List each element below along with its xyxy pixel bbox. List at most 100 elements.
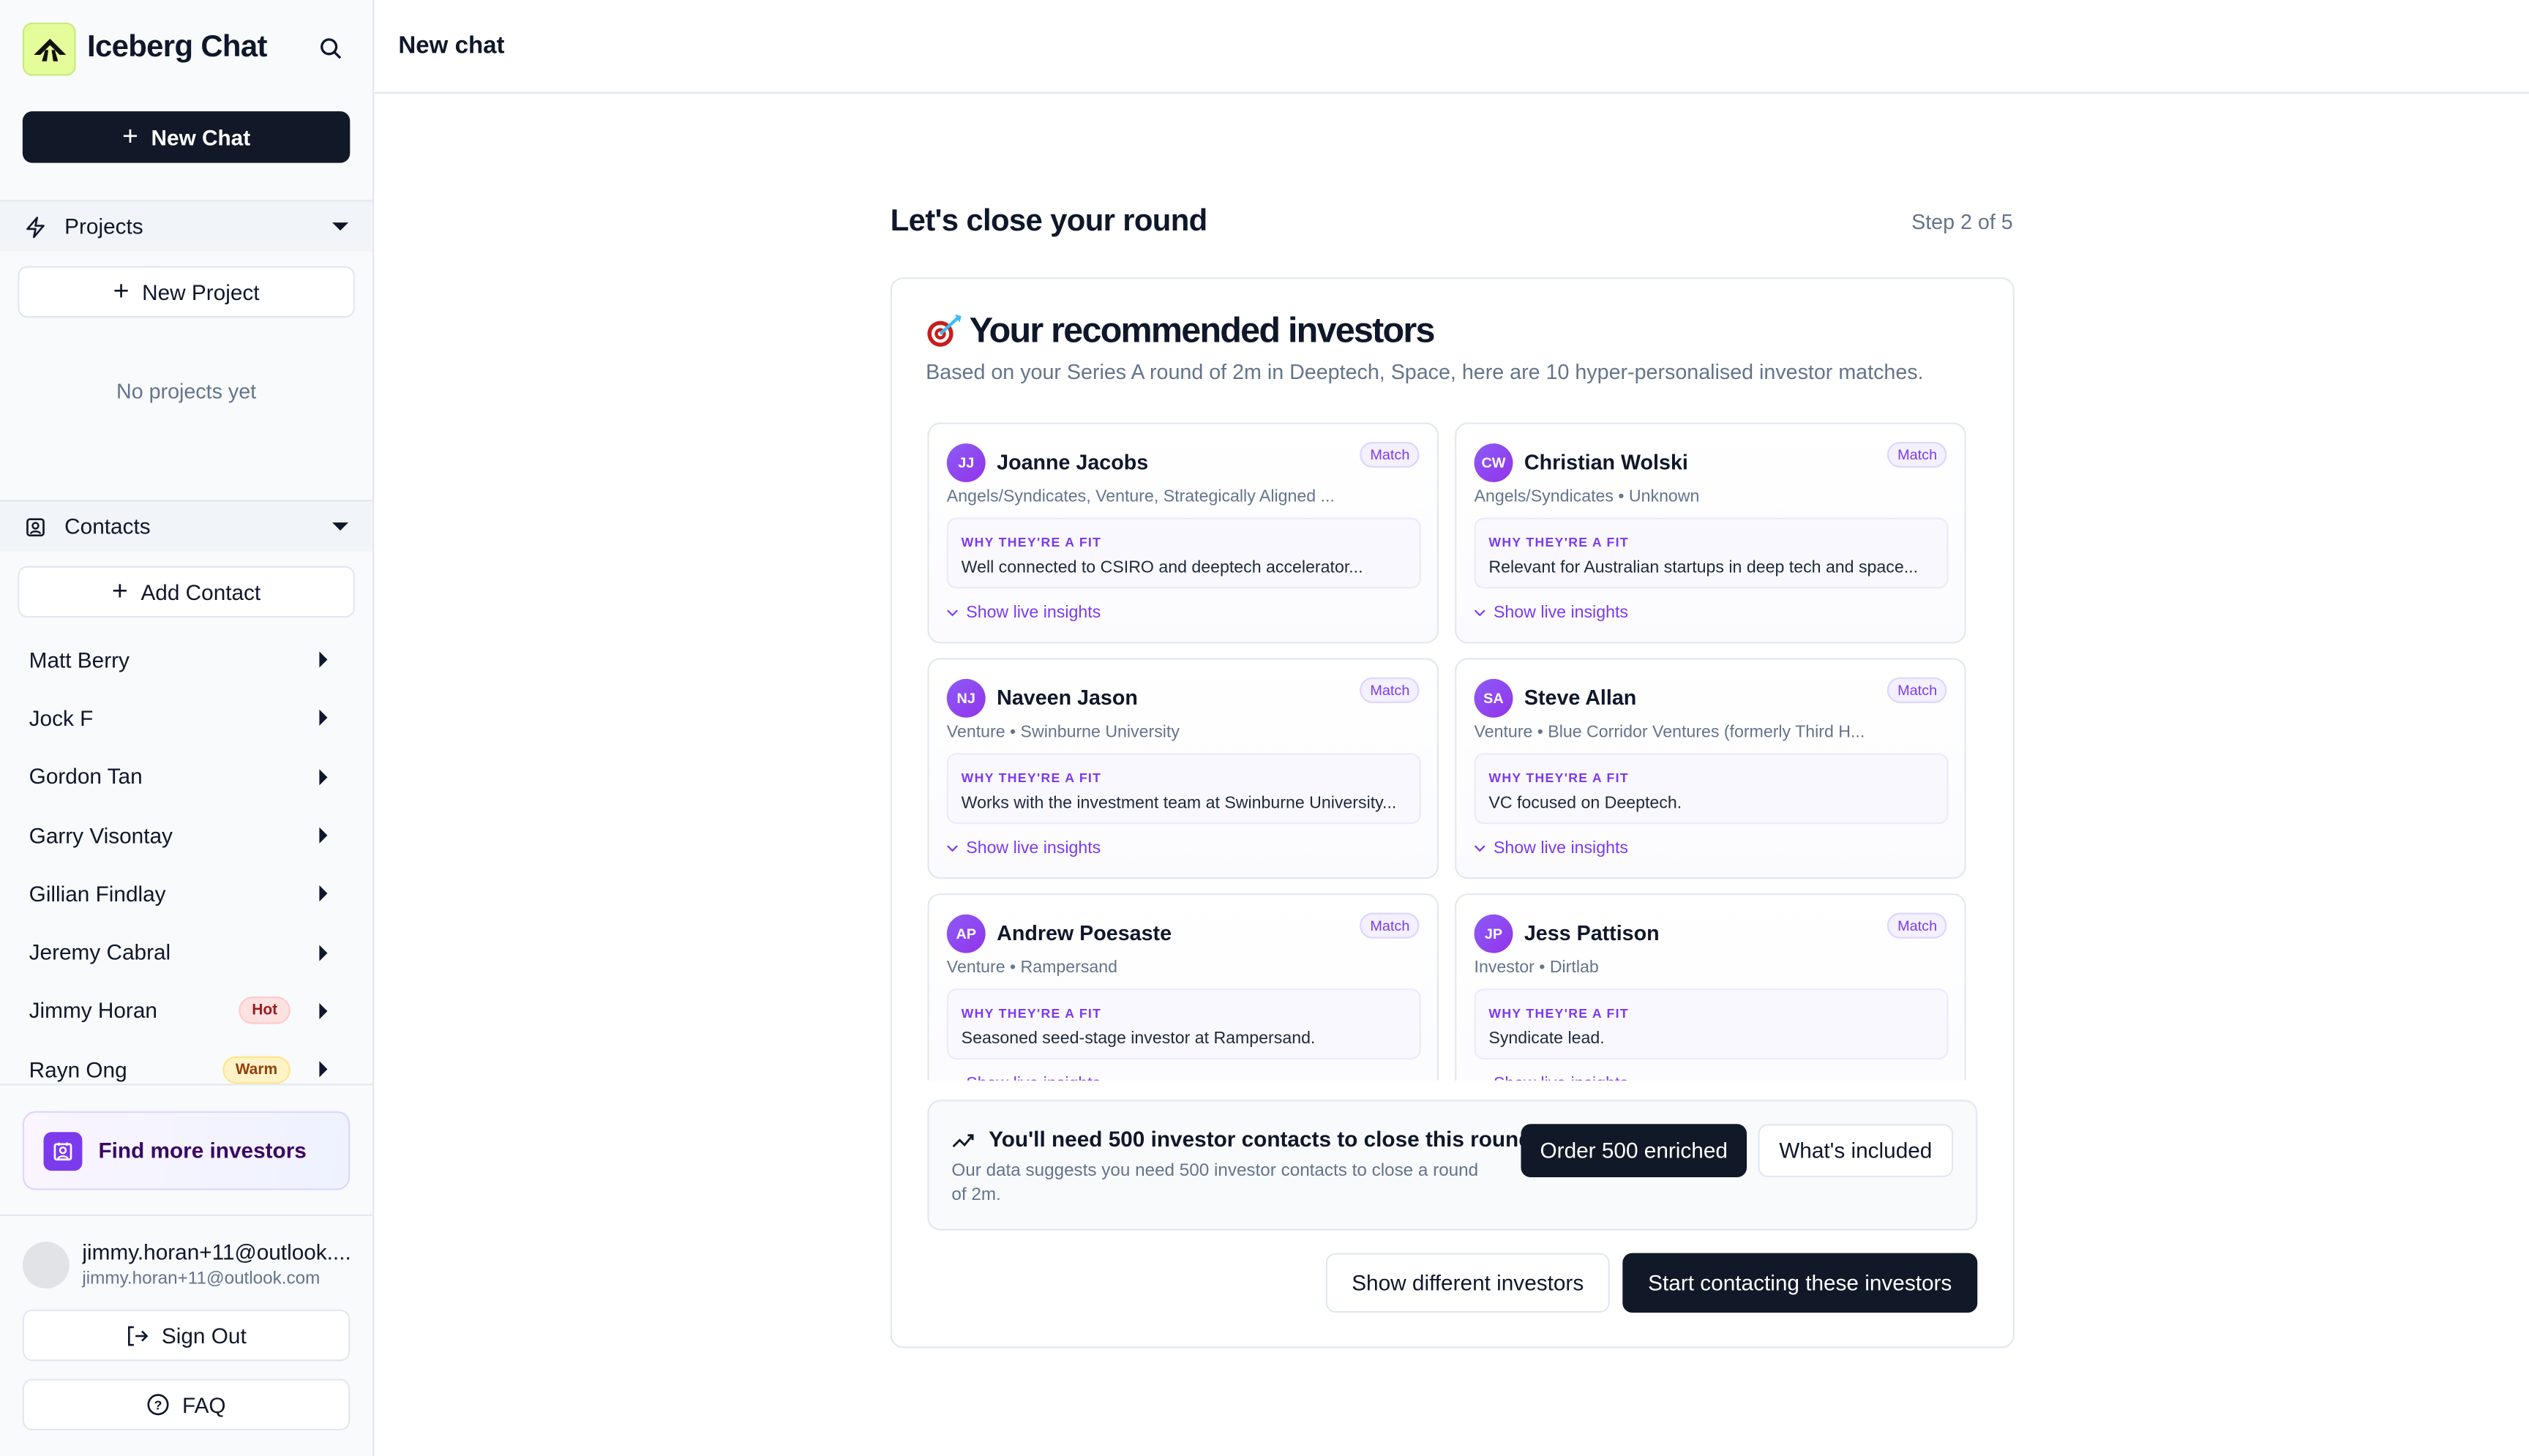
chevron-down-icon [947, 1079, 958, 1081]
contact-name: Gillian Findlay [29, 882, 166, 907]
user-avatar[interactable] [22, 1242, 70, 1289]
match-badge: Match [1887, 912, 1947, 939]
faq-button[interactable]: ? FAQ [22, 1378, 351, 1431]
contact-item[interactable]: Jock F [0, 689, 372, 748]
investor-name: Jess Pattison [1524, 920, 1660, 945]
match-badge: Match [1360, 441, 1420, 468]
chevron-down-icon [1474, 609, 1485, 616]
included-label: What's included [1779, 1138, 1933, 1163]
contact-item[interactable]: Jimmy Horan Hot [0, 982, 372, 1040]
contact-name: Gordon Tan [29, 765, 143, 789]
show-live-insights-link[interactable]: Show live insights [1475, 1074, 1628, 1081]
contacts-list[interactable]: Matt Berry Jock F Gordon Tan Garry Visontay… [0, 631, 373, 1086]
investor-name: Christian Wolski [1524, 449, 1688, 475]
fit-text: Seasoned seed-stage investor at Rampersa… [961, 1029, 1316, 1048]
fit-box: WHY THEY'RE A FIT VC focused on Deeptech. [1474, 753, 1949, 825]
chevron-right-icon[interactable] [319, 651, 328, 668]
contact-item[interactable]: Rayn Ong Warm [0, 1040, 372, 1084]
new-project-button[interactable]: + New Project [18, 266, 355, 318]
recommendations-panel [890, 277, 2015, 1348]
match-badge: Match [1887, 677, 1947, 703]
plus-icon: + [111, 575, 128, 607]
chat-title: New chat [398, 32, 505, 60]
fit-text: Relevant for Australian startups in deep… [1488, 558, 1919, 578]
fit-text: VC focused on Deeptech. [1488, 793, 1682, 813]
contact-item[interactable]: Garry Visontay [0, 806, 372, 865]
new-chat-button[interactable]: + New Chat [22, 111, 351, 163]
show-live-insights-link[interactable]: Show live insights [947, 1074, 1101, 1081]
chevron-right-icon[interactable] [319, 710, 328, 727]
contact-item[interactable]: Gillian Findlay [0, 865, 372, 923]
contact-item[interactable]: Jeremy Cabral [0, 923, 372, 982]
insights-label: Show live insights [1494, 1074, 1628, 1081]
investor-card[interactable]: NJ Naveen Jason Match Venture • Swinburn… [927, 658, 1439, 879]
show-live-insights-link[interactable]: Show live insights [947, 838, 1101, 858]
investor-grid[interactable]: JJ Joanne Jacobs Match Angels/Syndicates… [927, 422, 1966, 1081]
order-label: Order 500 enriched [1540, 1138, 1728, 1163]
fit-label: WHY THEY'RE A FIT [1488, 770, 1629, 786]
fit-box: WHY THEY'RE A FIT Seasoned seed-stage inv… [946, 988, 1421, 1060]
status-badge: Warm [222, 1056, 291, 1084]
investor-card[interactable]: SA Steve Allan Match Venture • Blue Corr… [1455, 658, 1966, 879]
iceberg-logo-icon [33, 37, 66, 61]
fit-box: WHY THEY'RE A FIT Relevant for Australian… [1474, 517, 1949, 589]
investor-name: Naveen Jason [997, 685, 1138, 710]
chevron-right-icon[interactable] [319, 1061, 328, 1078]
sign-out-button[interactable]: Sign Out [22, 1309, 351, 1362]
contact-item[interactable]: Gordon Tan [0, 748, 372, 806]
show-live-insights-link[interactable]: Show live insights [1474, 838, 1628, 858]
investor-avatar: NJ [946, 678, 986, 718]
match-badge: Match [1360, 677, 1420, 703]
investor-card[interactable]: AP Andrew Poesaste Match Venture • Rampe… [927, 893, 1439, 1081]
investor-card[interactable]: JP Jess Pattison Match Investor • Dirtla… [1455, 893, 1966, 1081]
fit-box: WHY THEY'RE A FIT Well connected to CSIRO… [946, 517, 1421, 589]
investor-card[interactable]: JJ Joanne Jacobs Match Angels/Syndicates… [927, 422, 1439, 644]
sign-out-label: Sign Out [161, 1323, 247, 1348]
chevron-right-icon[interactable] [319, 944, 328, 961]
recommendations-heading: Your recommended investors [926, 309, 1435, 351]
show-live-insights-link[interactable]: Show live insights [1474, 603, 1628, 623]
add-contact-button[interactable]: + Add Contact [18, 566, 355, 618]
page-title: Let's close your round [890, 204, 1208, 239]
chevron-right-icon[interactable] [319, 768, 328, 785]
projects-section-toggle[interactable]: Projects [0, 200, 373, 252]
show-different-investors-button[interactable]: Show different investors [1325, 1253, 1610, 1313]
contact-item[interactable]: Matt Berry [0, 631, 372, 689]
faq-label: FAQ [182, 1392, 226, 1417]
investor-card[interactable]: CW Christian Wolski Match Angels/Syndica… [1455, 422, 1966, 644]
find-more-investors-button[interactable]: Find more investors [22, 1111, 351, 1190]
whats-included-button[interactable]: What's included [1758, 1124, 1954, 1177]
contacts-section-toggle[interactable]: Contacts [0, 500, 373, 552]
chevron-down-icon [332, 522, 349, 531]
trending-up-icon [952, 1133, 974, 1147]
investor-avatar: SA [1474, 678, 1513, 718]
chevron-down-icon [947, 609, 958, 616]
fit-text: Syndicate lead. [1488, 1029, 1605, 1048]
divider [0, 1214, 373, 1216]
search-icon[interactable] [319, 37, 342, 68]
top-header: New chat [374, 0, 2529, 94]
sidebar: Iceberg Chat + New Chat Projects + New Pro… [0, 0, 375, 1456]
match-badge: Match [1887, 441, 1947, 468]
contact-book-icon [26, 517, 45, 536]
contact-name: Jeremy Cabral [29, 940, 171, 965]
match-badge: Match [1360, 912, 1420, 939]
investor-meta: Venture • Swinburne University [946, 722, 1180, 742]
step-indicator: Step 2 of 5 [1911, 209, 2013, 234]
chevron-right-icon[interactable] [319, 1002, 328, 1019]
investor-name: Joanne Jacobs [997, 449, 1149, 475]
chevron-right-icon[interactable] [319, 827, 328, 844]
chevron-right-icon[interactable] [319, 885, 328, 902]
fit-text: Well connected to CSIRO and deeptech acc… [961, 558, 1363, 578]
start-contacting-button[interactable]: Start contacting these investors [1622, 1253, 1978, 1313]
fit-box: WHY THEY'RE A FIT Syndicate lead. [1474, 988, 1949, 1060]
user-name: jimmy.horan+11@outlook.... [82, 1239, 351, 1265]
contacts-label: Contacts [64, 514, 151, 539]
show-different-label: Show different investors [1352, 1270, 1584, 1295]
app-logo[interactable] [22, 22, 76, 76]
investor-meta: Venture • Blue Corridor Ventures (former… [1474, 722, 1865, 742]
show-live-insights-link[interactable]: Show live insights [947, 603, 1101, 623]
new-chat-label: New Chat [151, 124, 251, 149]
find-more-label: Find more investors [98, 1138, 307, 1163]
order-enriched-button[interactable]: Order 500 enriched [1521, 1124, 1747, 1177]
